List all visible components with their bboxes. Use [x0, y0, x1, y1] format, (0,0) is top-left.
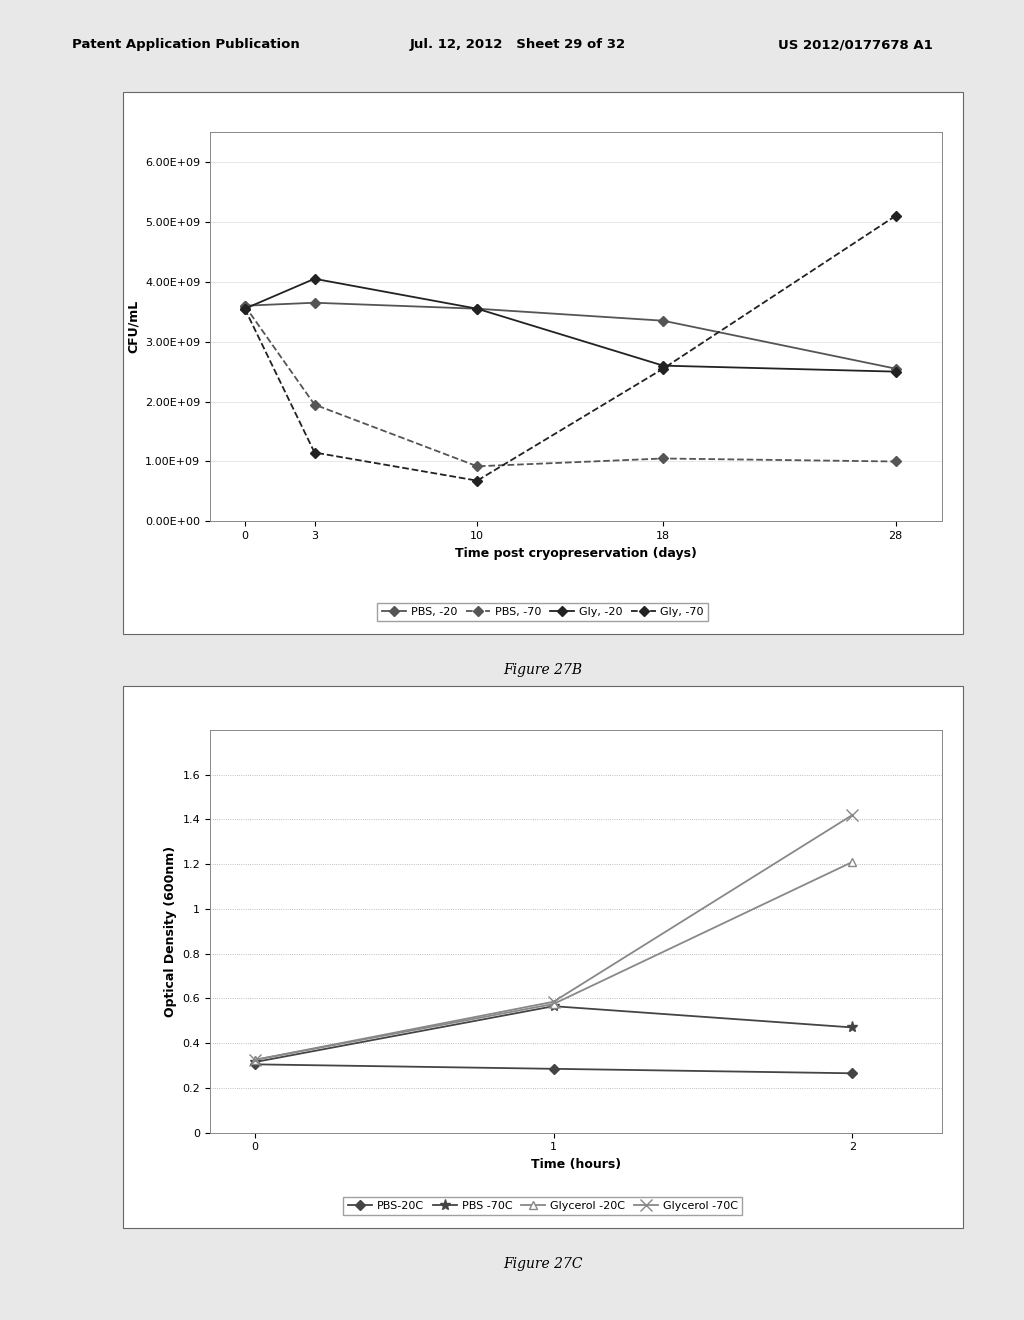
- Gly, -70: [657, 360, 670, 376]
- Legend: PBS, -20, PBS, -70, Gly, -20, Gly, -70: PBS, -20, PBS, -70, Gly, -20, Gly, -70: [377, 602, 709, 622]
- PBS, -20: [308, 294, 321, 310]
- PBS -70C: [548, 998, 560, 1014]
- Text: Figure 27C: Figure 27C: [503, 1257, 583, 1271]
- Line: Glycerol -70C: Glycerol -70C: [249, 809, 858, 1065]
- Gly, -20: [890, 364, 902, 380]
- PBS -70C: [249, 1055, 261, 1071]
- Line: Glycerol -20C: Glycerol -20C: [251, 858, 857, 1064]
- PBS, -20: [239, 298, 251, 314]
- Gly, -20: [471, 301, 483, 317]
- Gly, -70: [890, 209, 902, 224]
- Gly, -70: [471, 473, 483, 488]
- Text: Jul. 12, 2012   Sheet 29 of 32: Jul. 12, 2012 Sheet 29 of 32: [410, 38, 626, 51]
- Gly, -20: [239, 301, 251, 317]
- Y-axis label: CFU/mL: CFU/mL: [126, 300, 139, 354]
- Glycerol -20C: [249, 1052, 261, 1068]
- PBS -70C: [846, 1019, 858, 1035]
- Line: PBS, -70: PBS, -70: [242, 302, 899, 470]
- Glycerol -20C: [548, 997, 560, 1012]
- Gly, -20: [657, 358, 670, 374]
- Line: PBS -70C: PBS -70C: [249, 1001, 858, 1068]
- Gly, -70: [239, 301, 251, 317]
- PBS, -70: [239, 298, 251, 314]
- Line: Gly, -20: Gly, -20: [242, 276, 899, 375]
- PBS-20C: [846, 1065, 858, 1081]
- Gly, -20: [308, 271, 321, 286]
- PBS, -70: [471, 458, 483, 474]
- Glycerol -70C: [548, 994, 560, 1010]
- PBS-20C: [249, 1056, 261, 1072]
- PBS, -70: [308, 396, 321, 412]
- Text: Patent Application Publication: Patent Application Publication: [72, 38, 299, 51]
- Y-axis label: Optical Density (600nm): Optical Density (600nm): [164, 846, 177, 1016]
- PBS, -20: [471, 301, 483, 317]
- Glycerol -20C: [846, 854, 858, 870]
- Line: PBS, -20: PBS, -20: [242, 300, 899, 372]
- PBS, -70: [657, 450, 670, 466]
- Glycerol -70C: [846, 807, 858, 822]
- Line: Gly, -70: Gly, -70: [242, 213, 899, 484]
- Text: US 2012/0177678 A1: US 2012/0177678 A1: [778, 38, 933, 51]
- Gly, -70: [308, 445, 321, 461]
- X-axis label: Time (hours): Time (hours): [530, 1158, 622, 1171]
- Text: Figure 27B: Figure 27B: [503, 663, 583, 677]
- Glycerol -70C: [249, 1052, 261, 1068]
- X-axis label: Time post cryopreservation (days): Time post cryopreservation (days): [455, 546, 697, 560]
- PBS-20C: [548, 1061, 560, 1077]
- Legend: PBS-20C, PBS -70C, Glycerol -20C, Glycerol -70C: PBS-20C, PBS -70C, Glycerol -20C, Glycer…: [343, 1196, 742, 1216]
- PBS, -20: [890, 360, 902, 376]
- PBS, -70: [890, 454, 902, 470]
- Line: PBS-20C: PBS-20C: [251, 1061, 856, 1077]
- PBS, -20: [657, 313, 670, 329]
